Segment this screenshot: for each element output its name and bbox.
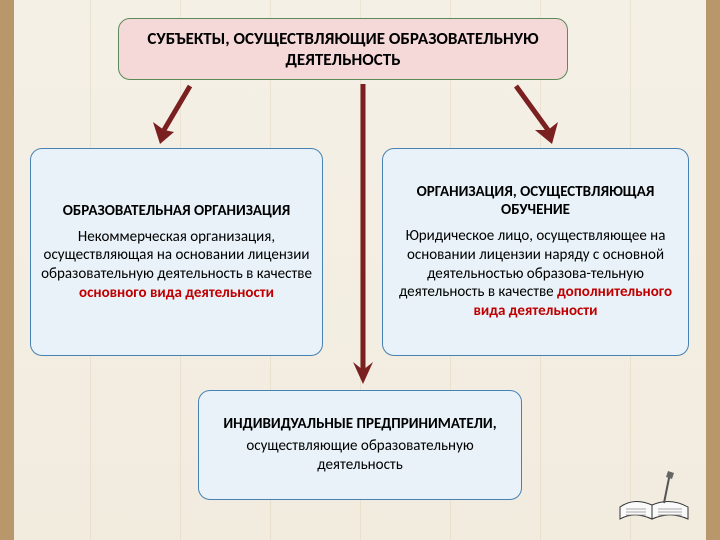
bottom-body: осуществляющие образовательную деятельно… <box>209 437 511 475</box>
arrow-left <box>150 82 200 146</box>
arrow-center <box>351 82 375 388</box>
right-head: ОРГАНИЗАЦИЯ, ОСУЩЕСТВЛЯЮЩАЯ ОБУЧЕНИЕ <box>393 183 678 219</box>
right-box: ОРГАНИЗАЦИЯ, ОСУЩЕСТВЛЯЮЩАЯ ОБУЧЕНИЕ Юри… <box>382 148 689 356</box>
right-body: Юридическое лицо, осуществляющее на осно… <box>393 227 678 321</box>
left-body: Некоммерческая организация, осуществляющ… <box>41 228 312 303</box>
left-body-pre: Некоммерческая организация, осуществляющ… <box>41 228 312 284</box>
book-icon <box>614 469 694 524</box>
left-head: ОБРАЗОВАТЕЛЬНАЯ ОРГАНИЗАЦИЯ <box>41 202 312 220</box>
arrow-right <box>508 82 568 146</box>
left-body-red: основного вида деятельности <box>79 284 274 302</box>
left-box: ОБРАЗОВАТЕЛЬНАЯ ОРГАНИЗАЦИЯ Некоммерческ… <box>30 148 323 356</box>
title-text: СУБЪЕКТЫ, ОСУЩЕСТВЛЯЮЩИЕ ОБРАЗОВАТЕЛЬНУЮ… <box>129 28 557 71</box>
bottom-box: ИНДИВИДУАЛЬНЫЕ ПРЕДПРИНИМАТЕЛИ, осуществ… <box>198 390 522 500</box>
title-box: СУБЪЕКТЫ, ОСУЩЕСТВЛЯЮЩИЕ ОБРАЗОВАТЕЛЬНУЮ… <box>118 18 568 80</box>
bottom-head: ИНДИВИДУАЛЬНЫЕ ПРЕДПРИНИМАТЕЛИ, <box>209 415 511 433</box>
